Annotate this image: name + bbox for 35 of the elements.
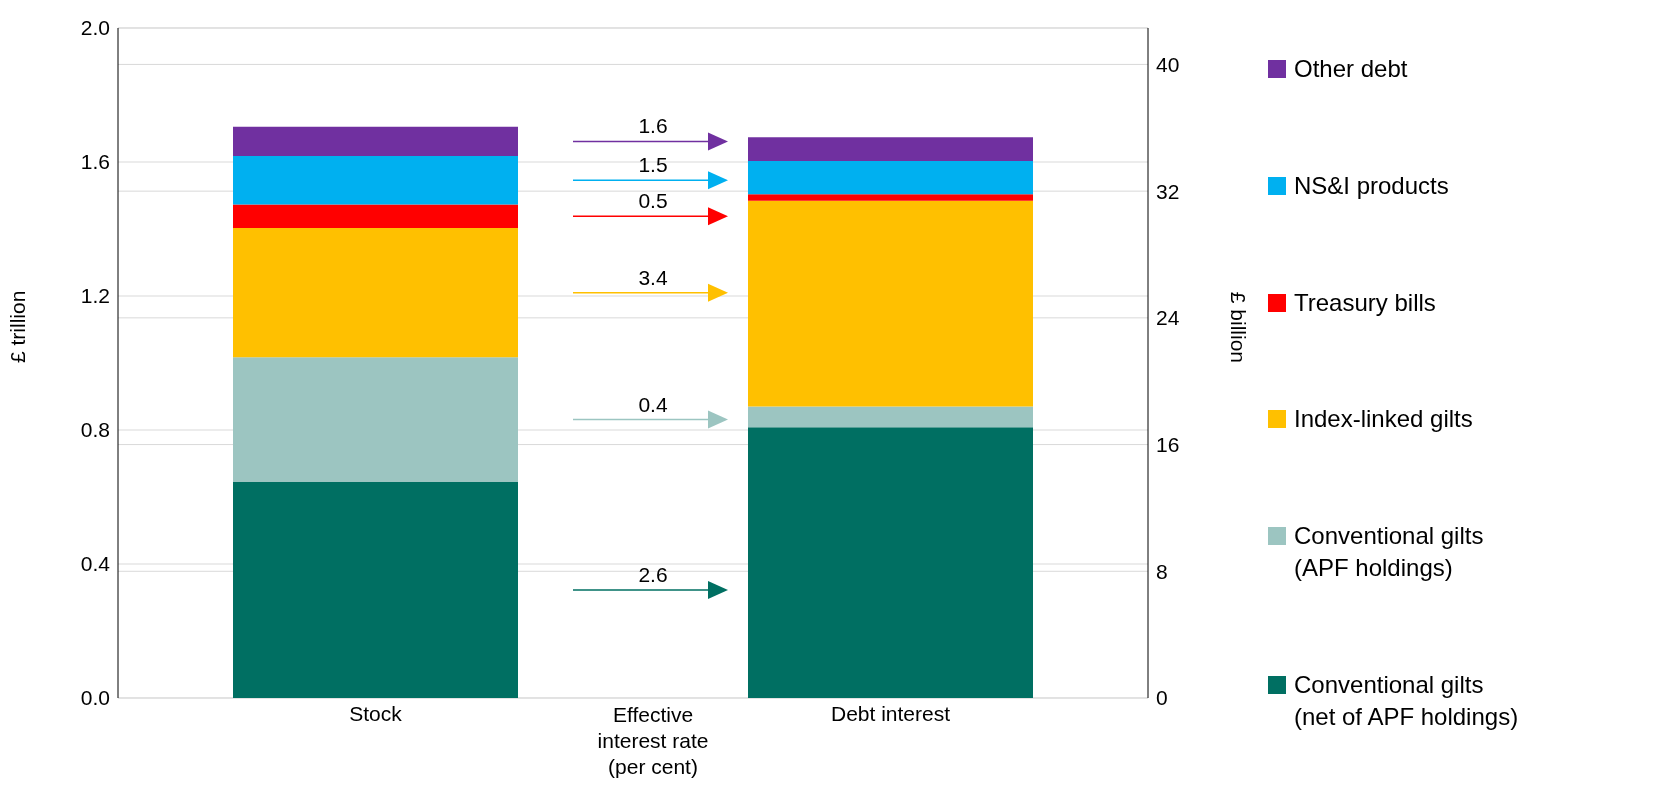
x-axis-title: Effective interest rate (per cent) (596, 702, 710, 780)
y2-tick-label: 8 (1156, 559, 1168, 583)
annotation: 1.6 (638, 114, 668, 138)
annotation: 1.5 (638, 153, 668, 177)
bar (233, 357, 518, 482)
annotation: 0.4 (638, 392, 668, 416)
y2-tick-label: 0 (1156, 686, 1168, 710)
y2-tick-label: 16 (1156, 433, 1180, 457)
bar (233, 204, 518, 228)
x-tick-label: Stock (349, 701, 403, 725)
y2-tick-label: 32 (1156, 179, 1180, 203)
y-tick-label: 1.2 (80, 284, 110, 308)
x-tick-label: Debt interest (830, 701, 951, 725)
y-tick-label: 0.4 (80, 552, 111, 576)
legend-label: Index-linked gilts (1294, 404, 1474, 435)
bar (233, 126, 518, 156)
legend-label: NS&I products (1294, 170, 1450, 201)
legend-label: Other debt (1294, 54, 1409, 84)
bar (233, 228, 518, 358)
annotation: 0.5 (638, 189, 668, 213)
bar (233, 481, 518, 698)
y-axis-title: £ trillion (6, 290, 30, 363)
y-tick-label: 0.0 (80, 686, 110, 710)
y2-tick-label: 24 (1156, 306, 1180, 330)
y2-axis-title: £ billion (1226, 291, 1250, 363)
y-tick-label: 1.6 (80, 150, 110, 174)
y-tick-label: 0.8 (80, 418, 110, 442)
legend-label: Conventional gilts (net of APF holdings) (1294, 670, 1520, 732)
annotation: 3.4 (638, 265, 668, 289)
annotation: 2.6 (638, 562, 668, 586)
y-tick-label: 2.0 (80, 16, 110, 40)
y2-tick-label: 40 (1156, 52, 1180, 76)
legend-label: Treasury bills (1294, 287, 1437, 318)
bar (233, 155, 518, 205)
legend-label: Conventional gilts (APF holdings) (1294, 521, 1485, 584)
